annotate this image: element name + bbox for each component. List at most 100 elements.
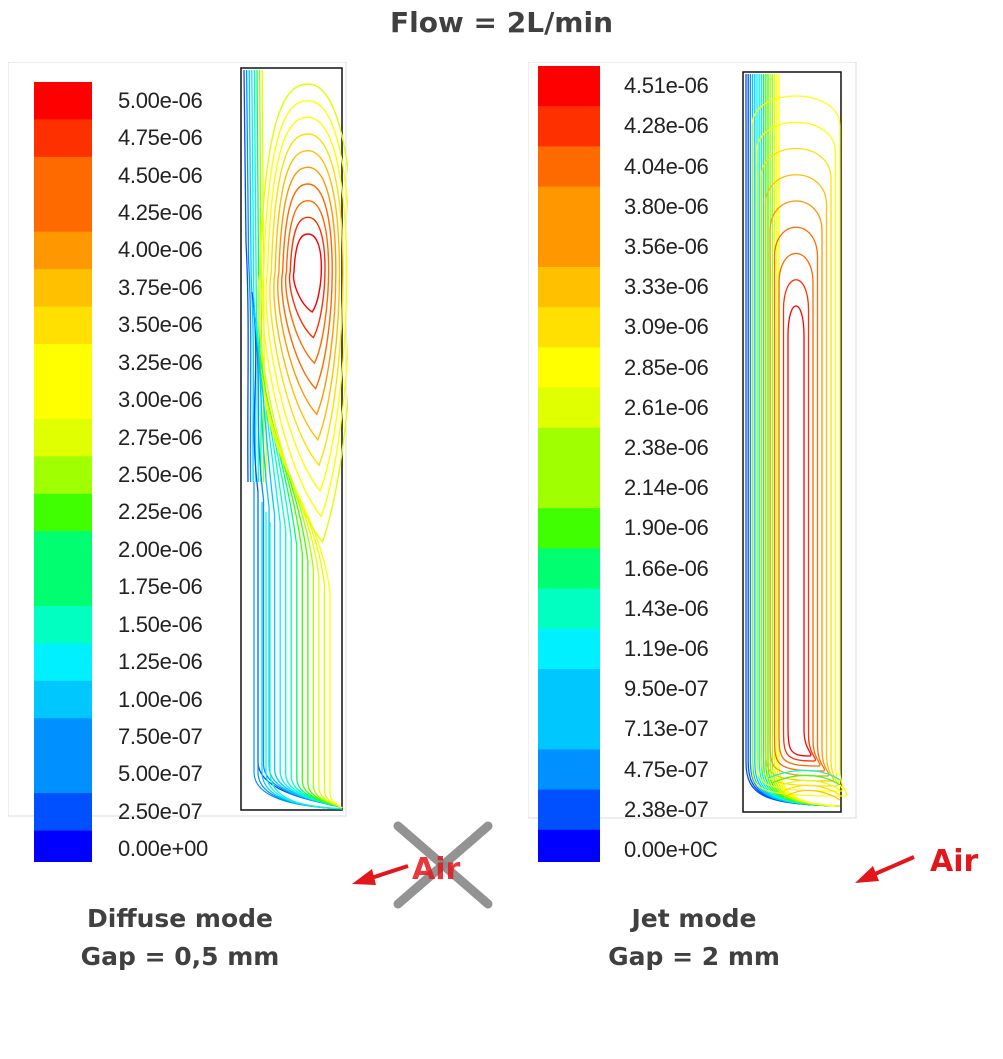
jet-colorbar	[538, 66, 600, 862]
colorbar-tick-label: 1.43e-06	[624, 595, 709, 621]
contour-line	[281, 183, 333, 390]
colorbar-tick-label: 3.75e-06	[118, 274, 203, 300]
colorbar-swatch	[34, 606, 92, 645]
contour-line	[262, 384, 343, 809]
colorbar-tick-label: 5.00e-07	[118, 761, 203, 787]
contour-line	[288, 216, 326, 339]
colorbar-tick-label: 1.66e-06	[624, 555, 709, 581]
diffuse-colorbar	[34, 82, 92, 862]
contour-line	[782, 279, 817, 762]
contour-line	[779, 784, 841, 796]
colorbar-swatch	[34, 344, 92, 383]
caption-gap: Gap = 0,5 mm	[80, 942, 280, 971]
colorbar-tick-label: 2.50e-06	[118, 462, 203, 487]
colorbar-tick-label: 1.75e-06	[118, 574, 203, 600]
colorbar-tick-label: 1.00e-06	[118, 686, 203, 712]
contour-line	[292, 233, 323, 313]
colorbar-swatch	[538, 669, 600, 710]
contour-line	[269, 133, 344, 467]
colorbar-tick-label: 3.00e-06	[118, 387, 203, 413]
contour-line	[263, 391, 343, 809]
right-air-arrow-icon	[855, 855, 915, 883]
colorbar-swatch	[34, 793, 92, 832]
colorbar-swatch	[34, 156, 92, 195]
colorbar-swatch	[538, 66, 600, 107]
colorbar-tick-label: 1.50e-06	[118, 611, 203, 637]
contour-line	[751, 95, 848, 797]
colorbar-tick-label: 2.14e-06	[624, 475, 709, 501]
colorbar-tick-label: 3.80e-06	[624, 193, 709, 219]
colorbar-tick-label: 2.38e-06	[624, 434, 709, 460]
colorbar-swatch	[538, 267, 600, 308]
colorbar-swatch	[34, 680, 92, 719]
colorbar-swatch	[34, 456, 92, 495]
contour-line	[284, 199, 330, 365]
colorbar-tick-label: 7.50e-07	[118, 724, 203, 749]
jet-mode-plot	[528, 62, 857, 862]
contour-line	[769, 200, 830, 777]
colorbar-swatch	[34, 755, 92, 794]
colorbar-tick-label: 7.13e-07	[624, 716, 709, 742]
colorbar-tick-label: 2.38e-07	[624, 796, 709, 822]
colorbar-swatch	[34, 82, 92, 121]
colorbar-tick-label: 4.51e-06	[624, 73, 709, 99]
contour-line	[273, 149, 341, 442]
colorbar-tick-label: 2.85e-06	[624, 354, 709, 380]
colorbar-swatch	[538, 106, 600, 147]
colorbar-swatch	[34, 718, 92, 757]
colorbar-tick-label: 4.50e-06	[118, 162, 203, 188]
colorbar-tick-label: 2.00e-06	[118, 536, 203, 562]
colorbar-tick-label: 1.90e-06	[624, 515, 709, 541]
contour-line	[783, 789, 841, 801]
colorbar-tick-label: 1.25e-06	[118, 649, 203, 675]
colorbar-tick-label: 2.25e-06	[118, 499, 203, 525]
colorbar-tick-label: 9.50e-07	[624, 676, 709, 702]
left-air-label: Air	[412, 852, 461, 887]
contour-line	[787, 305, 812, 757]
colorbar-swatch	[538, 226, 600, 268]
colorbar-swatch	[538, 427, 600, 469]
colorbar-swatch	[34, 269, 92, 308]
jet-contour-lines	[745, 74, 848, 807]
colorbar-tick-label: 3.09e-06	[624, 314, 709, 340]
contour-line	[778, 253, 821, 767]
contour-line	[261, 99, 348, 518]
jet-mode-panel	[528, 62, 858, 862]
contour-line	[265, 116, 348, 493]
contour-line	[258, 69, 265, 483]
diffuse-mode-caption: Diffuse mode Gap = 0,5 mm	[0, 900, 360, 976]
colorbar-tick-label: 2.75e-06	[118, 424, 203, 450]
colorbar-swatch	[538, 186, 600, 228]
colorbar-swatch	[34, 119, 92, 158]
colorbar-tick-label: 4.28e-06	[624, 113, 709, 139]
caption-mode: Diffuse mode	[87, 904, 273, 933]
colorbar-tick-label: 5.00e-06	[118, 87, 203, 113]
diffuse-contour-lines	[243, 69, 348, 810]
contour-line	[755, 121, 844, 792]
colorbar-swatch	[34, 643, 92, 682]
colorbar-tick-label: 3.50e-06	[118, 312, 203, 338]
colorbar-swatch	[538, 829, 600, 862]
colorbar-swatch	[538, 789, 600, 831]
colorbar-swatch	[538, 146, 600, 188]
colorbar-swatch	[538, 588, 600, 630]
contour-line	[767, 769, 841, 781]
colorbar-tick-label: 3.56e-06	[624, 233, 709, 259]
right-air-label: Air	[930, 844, 979, 879]
contour-line	[260, 368, 343, 809]
contour-line	[243, 69, 249, 483]
colorbar-swatch	[34, 231, 92, 270]
contour-line	[771, 774, 841, 786]
colorbar-swatch	[538, 508, 600, 549]
colorbar-tick-label: 4.04e-06	[624, 153, 709, 179]
diffuse-mode-panel	[8, 62, 348, 862]
contour-line	[775, 779, 841, 791]
colorbar-swatch	[34, 194, 92, 233]
colorbar-tick-label: 2.61e-06	[624, 394, 709, 420]
colorbar-swatch	[538, 709, 600, 750]
caption-mode: Jet mode	[631, 904, 757, 933]
caption-gap: Gap = 2 mm	[608, 942, 780, 971]
colorbar-tick-label: 4.75e-06	[118, 125, 203, 151]
colorbar-swatch	[538, 749, 600, 791]
colorbar-swatch	[538, 387, 600, 429]
